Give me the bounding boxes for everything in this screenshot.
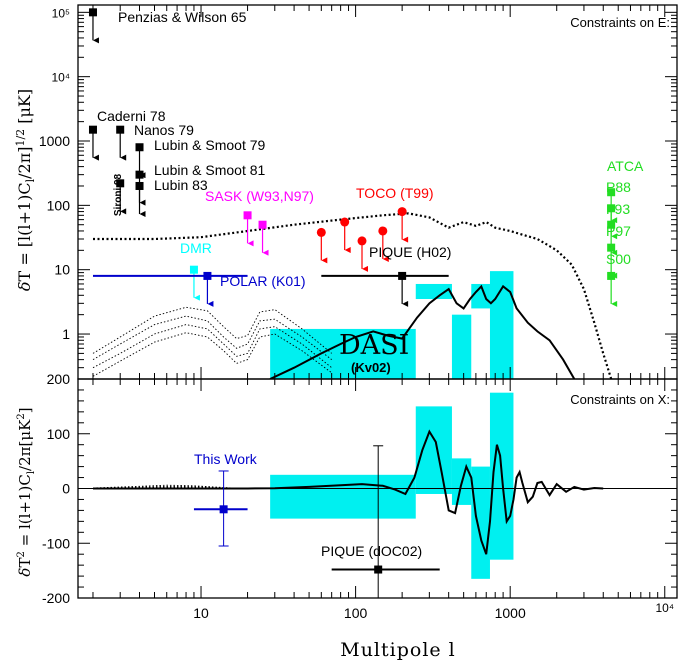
y-tick-label: 1 [62, 326, 70, 342]
x-point-marker [374, 565, 383, 574]
upper-limit-marker [340, 217, 350, 227]
upper-limit-marker [203, 271, 212, 280]
y-tick-label: 10 [54, 262, 70, 278]
theory-lowl-curve [92, 332, 332, 377]
label-toco: TOCO (T99) [356, 185, 434, 201]
label-atca-p97: P97 [606, 223, 631, 239]
x-tick-label: 10⁴ [656, 601, 675, 615]
upper-limit-marker [116, 179, 125, 188]
x-point-marker [219, 505, 228, 514]
upper-limit-marker [258, 220, 267, 229]
upper-limit-marker [116, 125, 125, 134]
label-pique-h02: PIQUE (H02) [369, 244, 451, 260]
label-lubin-smoot-81: Lubin & Smoot 81 [154, 162, 266, 178]
y-tick-label: 100 [47, 197, 71, 213]
label-atca: ATCA [607, 158, 644, 174]
upper-limit-marker [88, 125, 97, 134]
theory-x-curve [93, 429, 604, 555]
bottom-panel-x-constraints: This Work PIQUE (dOC02) Constraints on X: 1… [42, 371, 678, 621]
x-axis-title: Multipole l [340, 639, 456, 661]
upper-limit-marker [357, 236, 367, 246]
label-atca-p88: P88 [606, 179, 631, 195]
label-dmr: DMR [180, 240, 212, 256]
dasi-e-band [415, 283, 452, 300]
upper-limit-marker [378, 226, 388, 236]
label-pique-doc02: PIQUE (dOC02) [321, 543, 422, 559]
theory-lowl-curve [92, 315, 332, 360]
top-y-axis-title: δT = [l(l+1)Cl/2π]1/2 [μK] [14, 89, 37, 291]
y-tick-label: 1000 [39, 133, 70, 149]
upper-limit-marker [135, 181, 144, 190]
x-tick-label: 10 [193, 605, 209, 621]
label-this-work: This Work [194, 451, 258, 467]
label-lubin-83: Lubin 83 [154, 177, 208, 193]
upper-limit-marker [135, 170, 144, 179]
theory-lowl-curve [92, 324, 332, 369]
y-tick-label: -100 [42, 535, 70, 551]
bottom-y-axis-title: δT2 = l(l+1)Cl/2π[μK2] [16, 407, 37, 576]
dasi-x-band [415, 406, 452, 494]
label-atca-s00: S00 [606, 251, 631, 267]
upper-limit-marker [607, 220, 616, 229]
upper-limit-marker [243, 211, 252, 220]
label-sironi: Sironi 98 [113, 173, 124, 216]
theory-e-curve [269, 284, 576, 379]
x-tick-label: 100 [344, 605, 368, 621]
y-tick-label: -200 [42, 590, 70, 606]
upper-limit-marker [189, 265, 198, 274]
theory-temperature-curve [93, 212, 613, 379]
label-lubin-smoot-79: Lubin & Smoot 79 [154, 137, 266, 153]
y-tick-label: 200 [47, 371, 71, 387]
top-panel-title: Constraints on E: [570, 15, 670, 30]
dasi-x-band [471, 466, 490, 579]
upper-limit-marker [607, 271, 616, 280]
label-atca-f93: F93 [606, 201, 630, 217]
upper-limit-marker [607, 243, 616, 252]
y-tick-label: 10⁵ [52, 6, 70, 20]
top-plot-area [88, 8, 618, 379]
upper-limit-marker [398, 271, 407, 280]
axis-labels: Multipole l δT = [l(l+1)Cl/2π]1/2 [μK] δ… [14, 89, 456, 661]
dasi-x-band [270, 474, 416, 519]
upper-limit-marker [316, 227, 326, 237]
theory-lowl-curve [92, 306, 332, 354]
label-sask: SASK (W93,N97) [205, 188, 314, 204]
y-tick-label: 100 [47, 426, 71, 442]
label-penzias-wilson: Penzias & Wilson 65 [118, 9, 247, 25]
dasi-e-band [451, 314, 472, 379]
label-dasi: DASI [339, 330, 409, 361]
upper-limit-marker [397, 207, 407, 217]
bottom-panel-title: Constraints on X: [570, 392, 670, 407]
upper-limit-marker [607, 204, 616, 213]
upper-limit-marker [135, 143, 144, 152]
upper-limit-marker [88, 8, 97, 17]
y-tick-label: 10⁴ [51, 71, 70, 85]
y-tick-label: 0 [62, 481, 70, 497]
bottom-plot-area [78, 392, 677, 598]
dasi-e-band [471, 283, 490, 309]
upper-limit-marker [607, 188, 616, 197]
label-polar: POLAR (K01) [220, 273, 306, 289]
x-tick-label: 1000 [495, 605, 526, 621]
label-nanos: Nanos 79 [134, 122, 194, 138]
label-caderni: Caderni 78 [97, 108, 166, 124]
label-kv02: (Kv02) [351, 360, 391, 375]
